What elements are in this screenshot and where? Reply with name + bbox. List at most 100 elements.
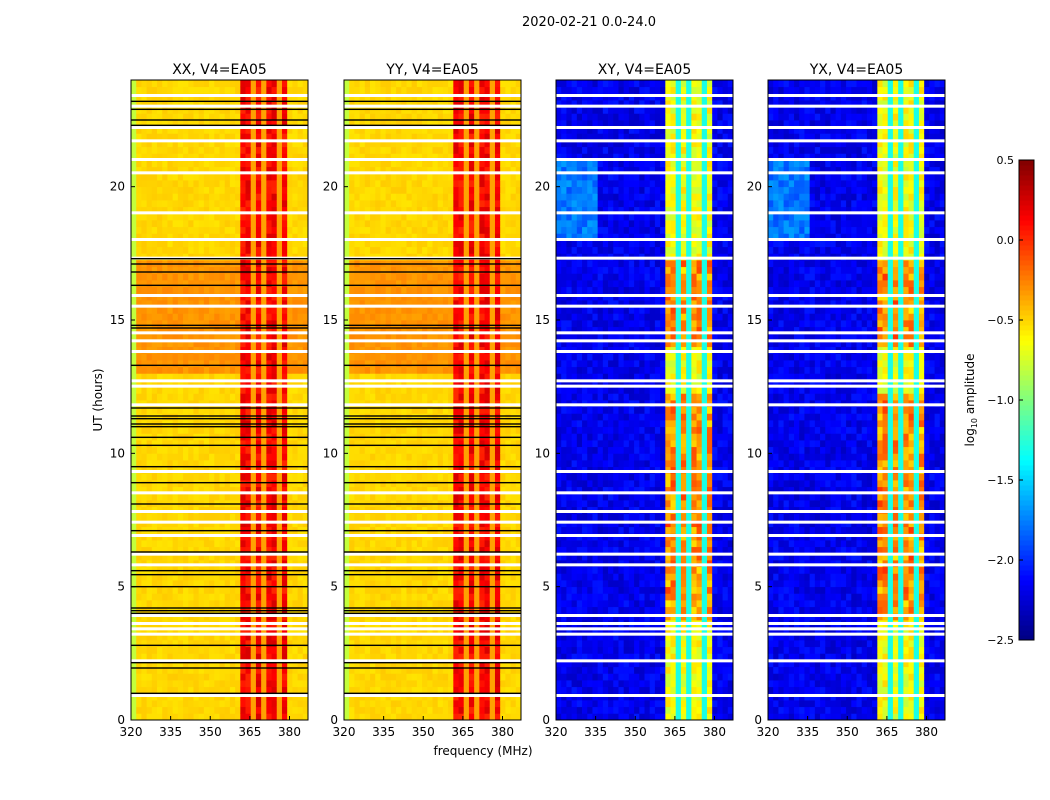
heatmap-cell [370, 366, 376, 374]
heatmap-cell [250, 453, 257, 461]
heatmap-cell [261, 266, 267, 274]
heatmap-cell [364, 666, 371, 674]
heatmap-cell [271, 286, 278, 294]
heatmap-cell [131, 280, 137, 288]
heatmap-cell [229, 300, 236, 308]
heatmap-cell [255, 700, 262, 708]
heatmap-cell [131, 86, 137, 94]
heatmap-cell [266, 706, 272, 714]
heatmap-cell [151, 460, 158, 468]
heatmap-cell [281, 313, 288, 321]
heatmap-cell [255, 180, 262, 188]
heatmap-cell [416, 653, 423, 661]
heatmap-cell [172, 140, 179, 148]
heatmap-cell [416, 413, 423, 421]
heatmap-cell [359, 266, 366, 274]
heatmap-cell [385, 646, 392, 654]
heatmap-cell [364, 340, 371, 348]
heatmap-cell [162, 140, 168, 148]
heatmap-cell [292, 206, 298, 214]
flagged-row [131, 384, 308, 388]
heatmap-cell [255, 266, 262, 274]
heatmap-cell [172, 200, 179, 208]
heatmap-cell [406, 160, 413, 168]
heatmap-cell [370, 306, 376, 314]
heatmap-cell [406, 640, 413, 648]
heatmap-cell [193, 706, 200, 714]
heatmap-cell [292, 586, 298, 594]
heatmap-cell [162, 480, 168, 488]
heatmap-cell [151, 126, 158, 134]
black-flag-line [131, 569, 308, 572]
heatmap-cell [240, 660, 246, 668]
heatmap-cell [188, 380, 194, 388]
heatmap-cell [406, 106, 413, 114]
heatmap-cell [235, 680, 241, 688]
heatmap-cell [224, 213, 231, 221]
heatmap-cell [250, 460, 257, 468]
heatmap-cell [375, 340, 381, 348]
heatmap-cell [229, 393, 236, 401]
heatmap-cell [214, 473, 220, 481]
heatmap-cell [370, 266, 376, 274]
heatmap-cell [229, 353, 236, 361]
heatmap-cell [422, 493, 428, 501]
heatmap-cell [370, 593, 376, 601]
heatmap-cell [157, 140, 163, 148]
heatmap-cell [203, 460, 210, 468]
heatmap-cell [385, 633, 392, 641]
heatmap-cell [136, 580, 142, 588]
heatmap-cell [354, 413, 361, 421]
heatmap-cell [380, 146, 387, 154]
heatmap-cell [245, 126, 252, 134]
heatmap-cell [287, 633, 293, 641]
heatmap-cell [146, 186, 153, 194]
heatmap-cell [364, 633, 371, 641]
heatmap-cell [245, 686, 252, 694]
heatmap-cell [214, 180, 220, 188]
heatmap-cell [416, 240, 423, 248]
heatmap-cell [250, 326, 257, 334]
heatmap-cell [235, 713, 241, 721]
heatmap-cell [261, 686, 267, 694]
heatmap-cell [203, 173, 210, 181]
heatmap-cell [240, 486, 246, 494]
heatmap-cell [203, 186, 210, 194]
heatmap-cell [193, 386, 200, 394]
heatmap-cell [193, 193, 200, 201]
heatmap-cell [146, 193, 153, 201]
heatmap-cell [364, 646, 371, 654]
heatmap-cell [261, 646, 267, 654]
heatmap-cell [224, 280, 231, 288]
heatmap-cell [224, 246, 231, 254]
heatmap-cell [406, 366, 413, 374]
heatmap-cell [172, 80, 179, 88]
heatmap-cell [172, 680, 179, 688]
heatmap-cell [240, 666, 246, 674]
heatmap-cell [177, 153, 184, 161]
heatmap-cell [167, 460, 174, 468]
heatmap-cell [380, 326, 387, 334]
heatmap-cell [266, 713, 272, 721]
heatmap-cell [245, 373, 252, 381]
heatmap-cell [240, 713, 246, 721]
heatmap-cell [359, 153, 366, 161]
heatmap-cell [172, 126, 179, 134]
heatmap-cell [385, 180, 392, 188]
heatmap-cell [167, 386, 174, 394]
heatmap-cell [271, 106, 278, 114]
heatmap-cell [401, 546, 407, 554]
heatmap-cell [385, 266, 392, 274]
heatmap-cell [209, 453, 215, 461]
heatmap-cell [172, 120, 179, 128]
heatmap-cell [235, 360, 241, 368]
heatmap-cell [177, 166, 184, 174]
heatmap-cell [292, 553, 298, 561]
heatmap-cell [193, 473, 200, 481]
heatmap-cell [406, 240, 413, 248]
heatmap-cell [390, 673, 397, 681]
heatmap-cell [177, 373, 184, 381]
heatmap-cell [281, 360, 288, 368]
heatmap-cell [229, 366, 236, 374]
heatmap-cell [292, 146, 298, 154]
